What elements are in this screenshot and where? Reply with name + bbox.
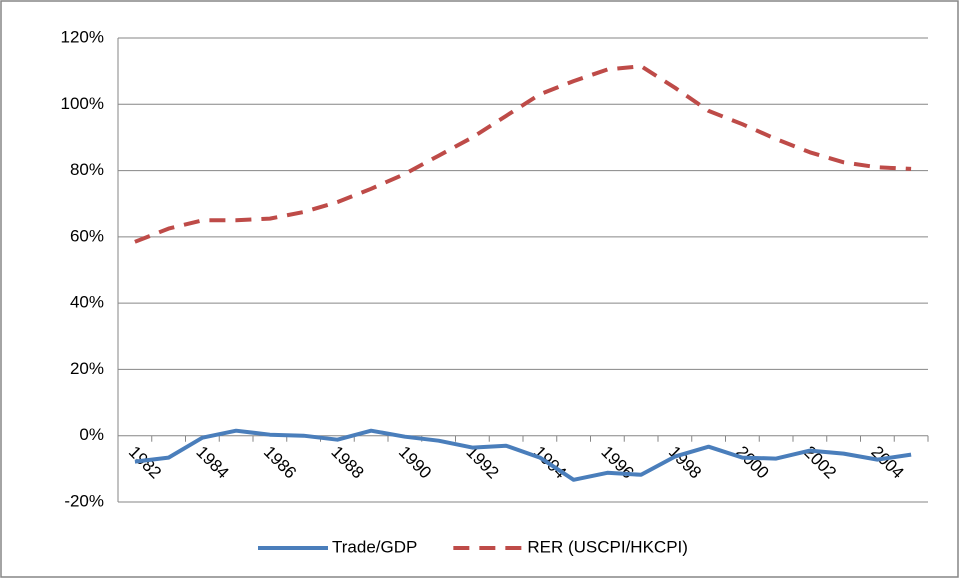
y-tick-label: 40% [70, 293, 104, 312]
series-line [134, 64, 912, 244]
y-tick-label: 20% [70, 359, 104, 378]
series-line [134, 428, 912, 482]
y-tick-label: -20% [64, 491, 104, 510]
y-tick-label: 60% [70, 226, 104, 245]
y-tick-label: 100% [61, 94, 104, 113]
y-tick-label: 0% [79, 425, 104, 444]
y-tick-label: 80% [70, 160, 104, 179]
y-tick-label: 120% [61, 27, 104, 46]
legend-label: RER (USCPI/HKCPI) [527, 537, 688, 556]
legend-label: Trade/GDP [332, 537, 417, 556]
